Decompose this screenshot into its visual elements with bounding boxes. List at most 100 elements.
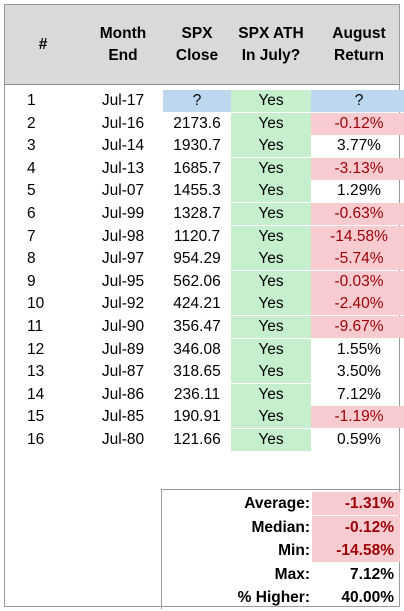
spx-close-cell: 562.06: [173, 272, 221, 290]
month-end-cell: Jul-13: [101, 159, 145, 177]
ath-in-july-cell: Yes: [231, 429, 311, 451]
ath-in-july-cell: Yes: [231, 270, 311, 293]
stat-value: 7.12%: [350, 565, 394, 583]
table-header: # Month End SPX Close SPX ATH In July? A…: [5, 5, 399, 85]
row-number: 1: [27, 92, 36, 109]
row-number: 9: [27, 272, 36, 290]
spx-close-cell: 424.21: [173, 295, 221, 313]
august-return-cell: -0.12%: [311, 112, 404, 135]
ath-in-july-cell: Yes: [231, 293, 311, 316]
ath-in-july-cell: Yes: [231, 135, 311, 158]
table-row: 3 Jul-14 1930.7 Yes 3.77%: [5, 135, 399, 158]
spx-close-cell: 954.29: [173, 250, 221, 268]
stat-row: Median: -0.12%: [162, 515, 402, 540]
header-august-return: August Return: [332, 24, 386, 64]
august-return-cell: -14.58%: [311, 225, 404, 248]
month-end-cell: Jul-90: [101, 318, 145, 335]
table-row: 11 Jul-90 356.47 Yes -9.67%: [5, 316, 404, 339]
spx-close-cell: 2173.6: [173, 114, 221, 132]
row-number: 4: [27, 159, 36, 177]
table-row: 9 Jul-95 562.06 Yes -0.03%: [5, 270, 404, 294]
month-end-cell: Jul-89: [101, 340, 145, 358]
august-return-cell: ?: [311, 90, 404, 112]
spx-close-cell: 346.08: [173, 340, 221, 358]
row-number: 6: [27, 205, 36, 222]
stat-row: Min: -14.58%: [162, 539, 402, 563]
row-number: 5: [27, 182, 36, 200]
row-number: 13: [27, 363, 45, 381]
stat-row: % Higher: 40.00%: [162, 586, 402, 610]
spx-close-cell: 1930.7: [173, 137, 221, 155]
ath-in-july-cell: Yes: [231, 406, 311, 429]
august-return-cell: -5.74%: [311, 248, 404, 271]
august-return-cell: -1.19%: [311, 406, 404, 429]
spx-close-cell: ?: [163, 90, 231, 112]
header-spx-ath: SPX ATH In July?: [238, 24, 304, 64]
spx-close-cell: 1120.7: [173, 227, 221, 245]
august-return-cell: 0.59%: [337, 431, 381, 448]
stat-value: -1.31%: [312, 492, 400, 515]
table-row: 10 Jul-92 424.21 Yes -2.40%: [5, 293, 404, 316]
august-return-cell: 7.12%: [337, 385, 381, 403]
spx-close-cell: 318.65: [173, 363, 221, 381]
row-number: 11: [27, 318, 44, 335]
stat-value: -0.12%: [312, 515, 400, 539]
row-number: 15: [27, 408, 45, 426]
summary-stats: Average: -1.31% Median: -0.12% Min: -14.58% Ma…: [161, 489, 401, 609]
returns-table: # Month End SPX Close SPX ATH In July? A…: [4, 4, 404, 609]
table-row: 16 Jul-80 121.66 Yes 0.59%: [5, 429, 399, 452]
stat-label: Average:: [244, 495, 310, 512]
month-end-cell: Jul-85: [101, 408, 145, 426]
ath-in-july-cell: Yes: [231, 157, 311, 180]
august-return-cell: -3.13%: [311, 157, 404, 180]
ath-in-july-cell: Yes: [231, 112, 311, 135]
august-return-cell: 1.55%: [337, 340, 381, 358]
month-end-cell: Jul-07: [101, 182, 145, 200]
spx-close-cell: 356.47: [173, 318, 221, 335]
header-number: #: [38, 35, 48, 53]
ath-in-july-cell: Yes: [231, 203, 311, 225]
month-end-cell: Jul-97: [101, 250, 145, 268]
spx-close-cell: 190.91: [173, 408, 221, 426]
ath-in-july-cell: Yes: [231, 361, 311, 384]
august-return-cell: -0.03%: [311, 270, 404, 293]
month-end-cell: Jul-16: [101, 114, 145, 132]
header-month-end: Month End: [99, 24, 147, 64]
month-end-cell: Jul-17: [101, 92, 145, 109]
table-row: 6 Jul-99 1328.7 Yes -0.63%: [5, 203, 404, 226]
row-number: 12: [27, 340, 45, 358]
stat-label: % Higher:: [237, 589, 310, 606]
table-row: 8 Jul-97 954.29 Yes -5.74%: [5, 248, 404, 271]
stat-row: Average: -1.31%: [162, 492, 402, 516]
stat-row: Max: 7.12%: [162, 563, 402, 587]
table-row: 1 Jul-17? Yes?: [5, 90, 404, 113]
stat-value: 40.00%: [341, 589, 394, 606]
header-spx-close: SPX Close: [175, 24, 219, 64]
ath-in-july-cell: Yes: [231, 316, 311, 338]
spx-close-cell: 236.11: [173, 385, 221, 403]
stat-label: Median:: [251, 518, 310, 536]
august-return-cell: 3.77%: [337, 137, 381, 155]
row-number: 3: [27, 137, 36, 155]
stat-value: -14.58%: [312, 539, 400, 562]
month-end-cell: Jul-80: [101, 431, 145, 448]
spx-close-cell: 1455.3: [173, 182, 221, 200]
month-end-cell: Jul-86: [101, 385, 145, 403]
spx-close-cell: 121.66: [173, 431, 221, 448]
table-row: 7 Jul-98 1120.7 Yes -14.58%: [5, 225, 404, 249]
stat-label: Min:: [278, 542, 310, 559]
month-end-cell: Jul-87: [101, 363, 145, 381]
spx-close-cell: 1685.7: [173, 159, 221, 177]
month-end-cell: Jul-95: [101, 272, 145, 290]
table-row: 14 Jul-86 236.11 Yes 7.12%: [5, 383, 399, 407]
ath-in-july-cell: Yes: [231, 338, 311, 361]
ath-in-july-cell: Yes: [231, 180, 311, 203]
august-return-cell: -9.67%: [311, 316, 404, 338]
row-number: 7: [27, 227, 36, 245]
month-end-cell: Jul-99: [101, 205, 145, 222]
august-return-cell: -2.40%: [311, 293, 404, 316]
table-row: 13 Jul-87 318.65 Yes 3.50%: [5, 361, 399, 384]
row-number: 10: [27, 295, 45, 313]
table-row: 15 Jul-85 190.91 Yes -1.19%: [5, 406, 404, 429]
row-number: 14: [27, 385, 45, 403]
